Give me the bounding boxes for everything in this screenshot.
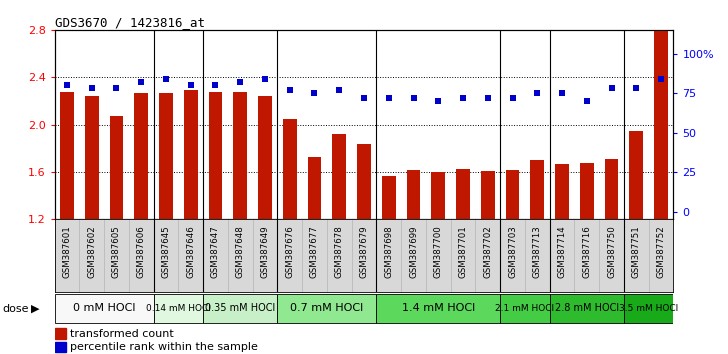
Text: GSM387678: GSM387678 [335,225,344,278]
Bar [234,92,247,354]
Text: 3.5 mM HOCl: 3.5 mM HOCl [619,304,678,313]
Point [482,95,494,101]
Bar [456,169,470,354]
Text: GSM387714: GSM387714 [558,225,566,278]
Text: GSM387703: GSM387703 [508,225,517,278]
Bar [605,159,618,354]
Point [309,90,320,96]
Text: ▶: ▶ [31,304,39,314]
Bar [630,131,643,354]
Point [432,98,444,104]
Point [408,95,419,101]
Bar [283,119,296,354]
Text: GSM387750: GSM387750 [607,225,616,278]
FancyBboxPatch shape [550,294,624,322]
Text: GSM387645: GSM387645 [162,225,170,278]
Text: GSM387699: GSM387699 [409,225,418,278]
Text: GSM387601: GSM387601 [63,225,71,278]
Bar [85,96,98,354]
Bar [407,170,420,354]
Text: GSM387646: GSM387646 [186,225,195,278]
Bar [308,157,321,354]
FancyBboxPatch shape [500,294,550,322]
Bar [382,176,395,354]
Text: GSM387605: GSM387605 [112,225,121,278]
Bar [432,172,445,354]
Text: 2.1 mM HOCl: 2.1 mM HOCl [495,304,555,313]
Text: percentile rank within the sample: percentile rank within the sample [70,342,258,352]
Text: GSM387606: GSM387606 [137,225,146,278]
Text: GSM387752: GSM387752 [657,225,665,278]
Point [135,79,147,85]
Bar [159,93,173,354]
Point [259,76,271,82]
Bar [580,163,593,354]
Point [655,76,667,82]
Bar [481,171,494,354]
Point [185,82,197,88]
Point [333,87,345,93]
Text: 0 mM HOCl: 0 mM HOCl [73,303,135,313]
FancyBboxPatch shape [55,294,154,322]
Text: transformed count: transformed count [70,329,174,339]
Point [234,79,246,85]
Text: GSM387700: GSM387700 [434,225,443,278]
Text: GSM387751: GSM387751 [632,225,641,278]
Text: 0.14 mM HOCl: 0.14 mM HOCl [146,304,211,313]
Bar [258,96,272,354]
Bar [654,30,668,354]
Bar [55,342,66,352]
Text: 0.35 mM HOCl: 0.35 mM HOCl [205,303,275,313]
Text: GSM387676: GSM387676 [285,225,294,278]
Point [630,86,642,91]
Text: GSM387701: GSM387701 [459,225,467,278]
Text: GSM387713: GSM387713 [533,225,542,278]
Bar [60,92,74,354]
Text: 1.4 mM HOCl: 1.4 mM HOCl [402,303,475,313]
Bar [184,91,197,354]
Text: GSM387716: GSM387716 [582,225,591,278]
Point [606,86,617,91]
Text: dose: dose [2,304,28,314]
FancyBboxPatch shape [277,294,376,322]
Point [531,90,543,96]
Text: GSM387649: GSM387649 [261,225,269,278]
Text: 2.8 mM HOCl: 2.8 mM HOCl [555,303,619,313]
Point [61,82,73,88]
Point [581,98,593,104]
Point [358,95,370,101]
Bar [135,93,148,354]
Point [457,95,469,101]
Text: GSM387648: GSM387648 [236,225,245,278]
Bar [506,170,519,354]
Text: GSM387698: GSM387698 [384,225,393,278]
Bar [531,160,544,354]
FancyBboxPatch shape [203,294,277,322]
Point [383,95,395,101]
Point [210,82,221,88]
Bar [555,164,569,354]
FancyBboxPatch shape [624,294,673,322]
Bar [110,116,123,354]
Text: GSM387602: GSM387602 [87,225,96,278]
FancyBboxPatch shape [154,294,203,322]
Bar [55,329,66,339]
Text: GSM387679: GSM387679 [360,225,368,278]
Text: GSM387702: GSM387702 [483,225,492,278]
Text: GDS3670 / 1423816_at: GDS3670 / 1423816_at [55,16,205,29]
Bar [333,134,346,354]
Point [86,86,98,91]
Bar [209,92,222,354]
Point [507,95,518,101]
Bar [357,144,371,354]
Point [284,87,296,93]
FancyBboxPatch shape [376,294,500,322]
Text: GSM387677: GSM387677 [310,225,319,278]
Point [556,90,568,96]
Text: 0.7 mM HOCl: 0.7 mM HOCl [290,303,363,313]
Point [160,76,172,82]
Text: GSM387647: GSM387647 [211,225,220,278]
Point [111,86,122,91]
